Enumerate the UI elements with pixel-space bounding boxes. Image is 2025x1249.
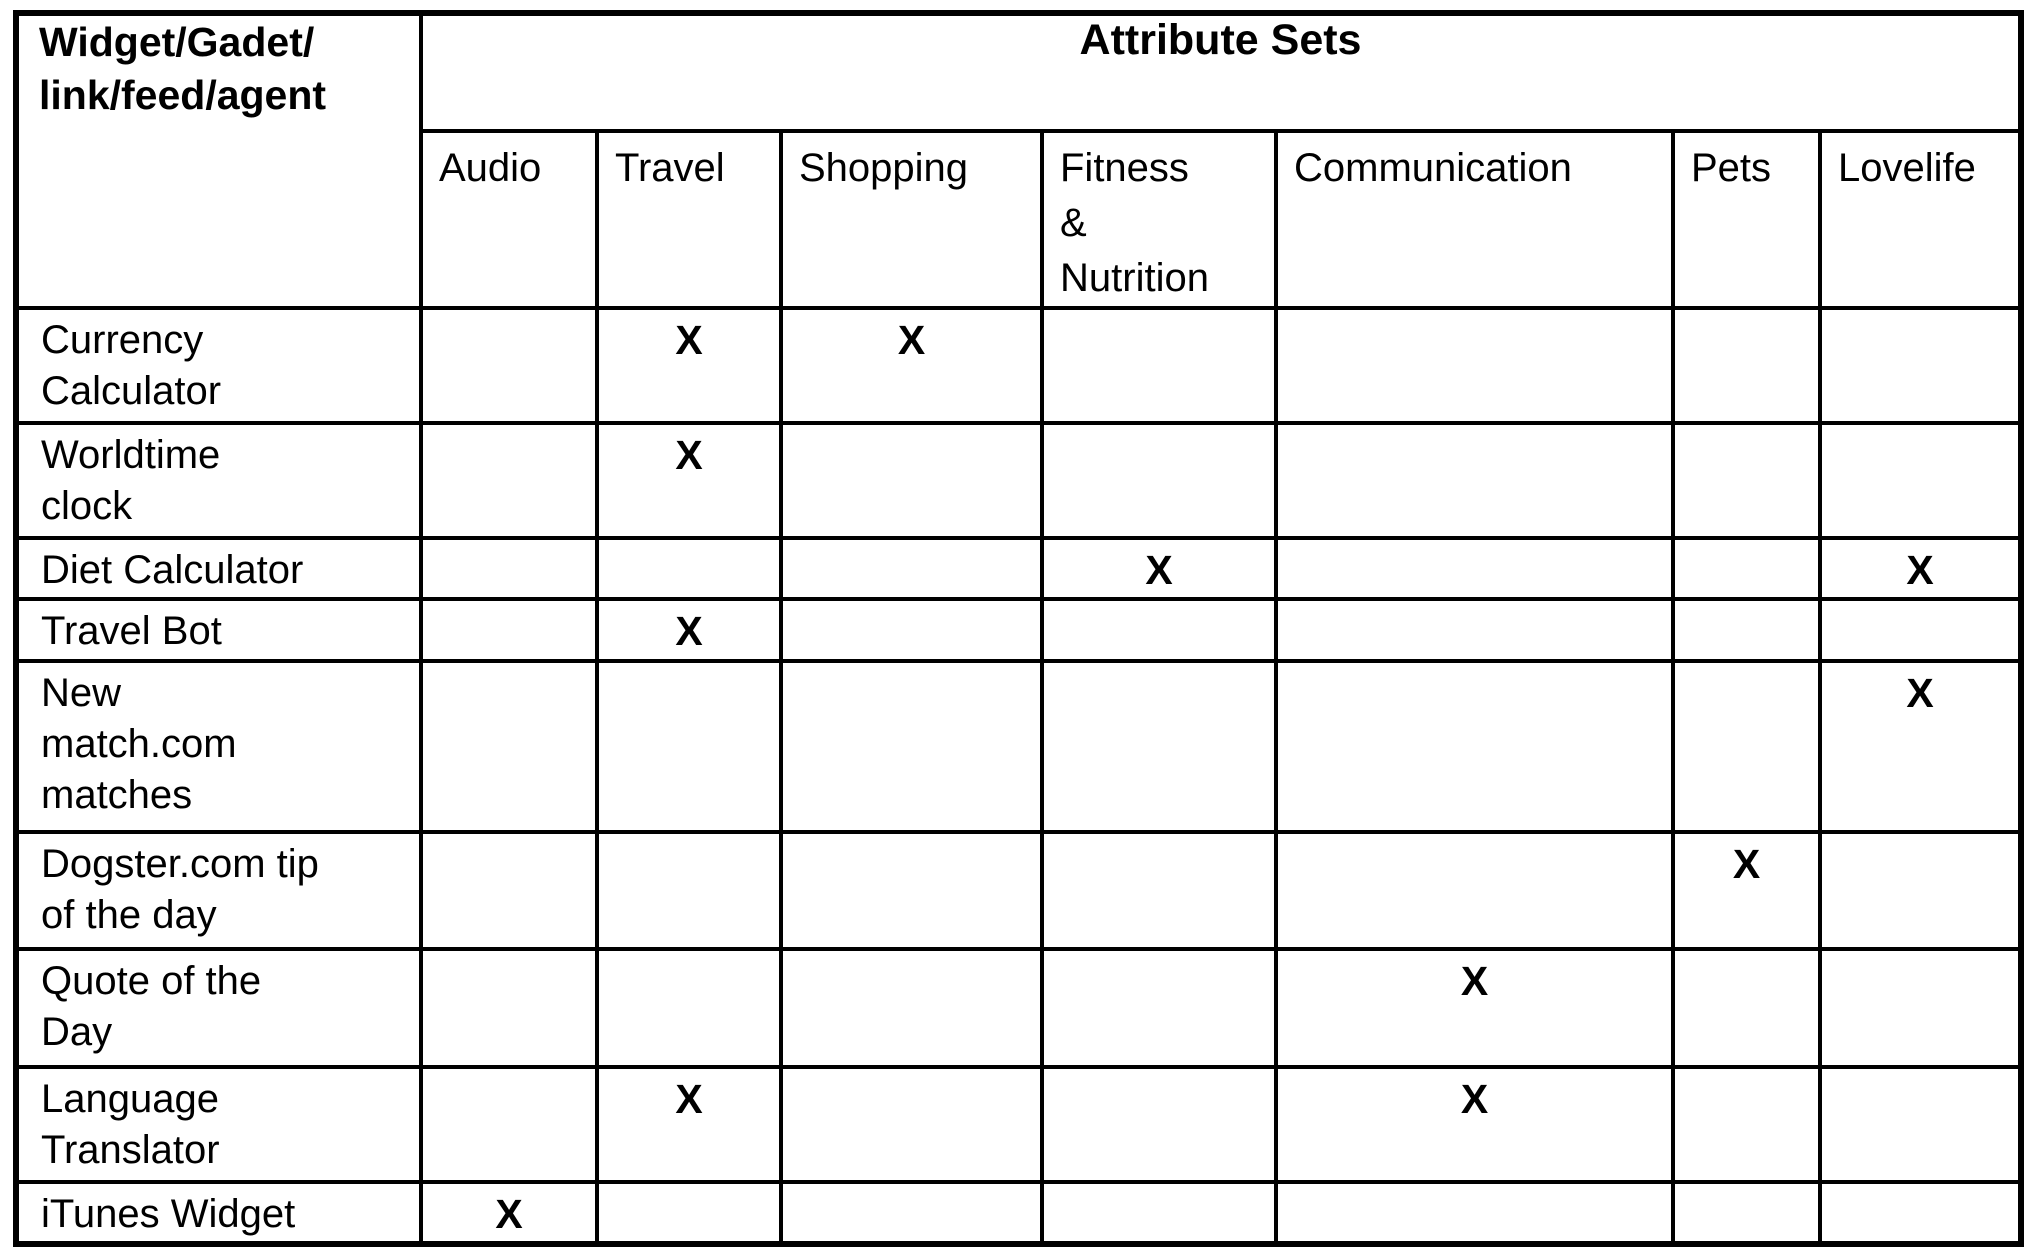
mark-cell-empty — [1671, 659, 1822, 834]
mark-cell-empty — [1040, 659, 1278, 834]
mark-cell-x: X — [595, 421, 783, 540]
mark-cell-empty — [419, 306, 599, 425]
column-header-audio: Audio — [419, 129, 599, 310]
mark-cell-empty — [595, 536, 783, 601]
mark-cell-empty — [779, 536, 1044, 601]
mark-cell-empty — [1671, 536, 1822, 601]
mark-cell-x: X — [779, 306, 1044, 425]
mark-cell-x: X — [595, 1065, 783, 1184]
mark-cell-empty — [419, 421, 599, 540]
mark-cell-empty — [1040, 421, 1278, 540]
attribute-sets-table: Widget/Gadet/ link/feed/agent Attribute … — [13, 10, 2025, 1247]
mark-cell-empty — [1671, 597, 1822, 663]
mark-cell-empty — [1040, 1180, 1278, 1246]
mark-cell-empty — [779, 1065, 1044, 1184]
mark-cell-empty — [1274, 597, 1675, 663]
row-label: Worldtime clock — [14, 421, 423, 540]
mark-cell-empty — [595, 1180, 783, 1246]
mark-cell-empty — [595, 659, 783, 834]
mark-cell-x: X — [1671, 830, 1822, 951]
mark-cell-empty — [1274, 659, 1675, 834]
mark-cell-empty — [1040, 1065, 1278, 1184]
mark-cell-empty — [1274, 306, 1675, 425]
column-header-travel: Travel — [595, 129, 783, 310]
table-row-dogster-com-tip-of-the-day: Dogster.com tip of the day X — [14, 830, 2024, 951]
mark-cell-empty — [1274, 536, 1675, 601]
mark-cell-empty — [1817, 1180, 2024, 1246]
mark-cell-empty — [779, 1180, 1044, 1246]
mark-cell-empty — [419, 659, 599, 834]
mark-cell-empty — [1671, 947, 1822, 1069]
mark-cell-empty — [1671, 1065, 1822, 1184]
table-row-diet-calculator: Diet Calculator X X — [14, 536, 2024, 601]
row-label: Quote of the Day — [14, 947, 423, 1069]
row-label: Travel Bot — [14, 597, 423, 663]
mark-cell-empty — [1274, 1180, 1675, 1246]
mark-cell-empty — [419, 830, 599, 951]
mark-cell-empty — [1274, 421, 1675, 540]
mark-cell-empty — [419, 597, 599, 663]
mark-cell-empty — [419, 1065, 599, 1184]
mark-cell-x: X — [1817, 659, 2024, 834]
mark-cell-empty — [595, 830, 783, 951]
row-label: Currency Calculator — [14, 306, 423, 425]
row-label: Diet Calculator — [14, 536, 423, 601]
table-row-quote-of-the-day: Quote of the Day X — [14, 947, 2024, 1069]
mark-cell-empty — [1671, 306, 1822, 425]
row-label: Dogster.com tip of the day — [14, 830, 423, 951]
mark-cell-empty — [595, 947, 783, 1069]
mark-cell-x: X — [1274, 947, 1675, 1069]
table-row-new-match-com-matches: New match.com matches X — [14, 659, 2024, 834]
row-label: Language Translator — [14, 1065, 423, 1184]
mark-cell-empty — [1040, 597, 1278, 663]
table-row-itunes-widget: iTunes Widget X — [14, 1180, 2024, 1246]
mark-cell-empty — [779, 421, 1044, 540]
group-header: Attribute Sets — [418, 11, 2024, 133]
group-header-row: Widget/Gadet/ link/feed/agent Attribute … — [14, 11, 2024, 310]
corner-header: Widget/Gadet/ link/feed/agent — [14, 11, 423, 310]
mark-cell-empty — [1817, 947, 2024, 1069]
mark-cell-x: X — [1274, 1065, 1675, 1184]
table-row-language-translator: Language Translator X X — [14, 1065, 2024, 1184]
mark-cell-empty — [1671, 421, 1822, 540]
mark-cell-x: X — [595, 597, 783, 663]
row-label: New match.com matches — [14, 659, 423, 834]
mark-cell-empty — [779, 830, 1044, 951]
mark-cell-x: X — [1040, 536, 1278, 601]
mark-cell-empty — [779, 659, 1044, 834]
table-row-travel-bot: Travel Bot X — [14, 597, 2024, 663]
mark-cell-x: X — [419, 1180, 599, 1246]
mark-cell-empty — [779, 947, 1044, 1069]
mark-cell-empty — [1040, 947, 1278, 1069]
mark-cell-empty — [1817, 1065, 2024, 1184]
row-label: iTunes Widget — [14, 1180, 423, 1246]
mark-cell-empty — [779, 597, 1044, 663]
column-header-pets: Pets — [1671, 129, 1822, 310]
mark-cell-empty — [419, 536, 599, 601]
column-header-lovelife: Lovelife — [1817, 129, 2024, 310]
mark-cell-empty — [1817, 306, 2024, 425]
table-row-worldtime-clock: Worldtime clock X — [14, 421, 2024, 540]
mark-cell-empty — [419, 947, 599, 1069]
mark-cell-empty — [1040, 306, 1278, 425]
column-header-shopping: Shopping — [779, 129, 1044, 310]
mark-cell-empty — [1671, 1180, 1822, 1246]
table-row-currency-calculator: Currency Calculator X X — [14, 306, 2024, 425]
mark-cell-x: X — [1817, 536, 2024, 601]
mark-cell-x: X — [595, 306, 783, 425]
mark-cell-empty — [1040, 830, 1278, 951]
mark-cell-empty — [1817, 830, 2024, 951]
column-header-fitness-nutrition: Fitness & Nutrition — [1040, 129, 1278, 310]
mark-cell-empty — [1274, 830, 1675, 951]
mark-cell-empty — [1817, 597, 2024, 663]
column-header-communication: Communication — [1274, 129, 1675, 310]
column-header-row: Audio Travel Shopping Fitness & Nutrition Co… — [16, 129, 2024, 310]
mark-cell-empty — [1817, 421, 2024, 540]
